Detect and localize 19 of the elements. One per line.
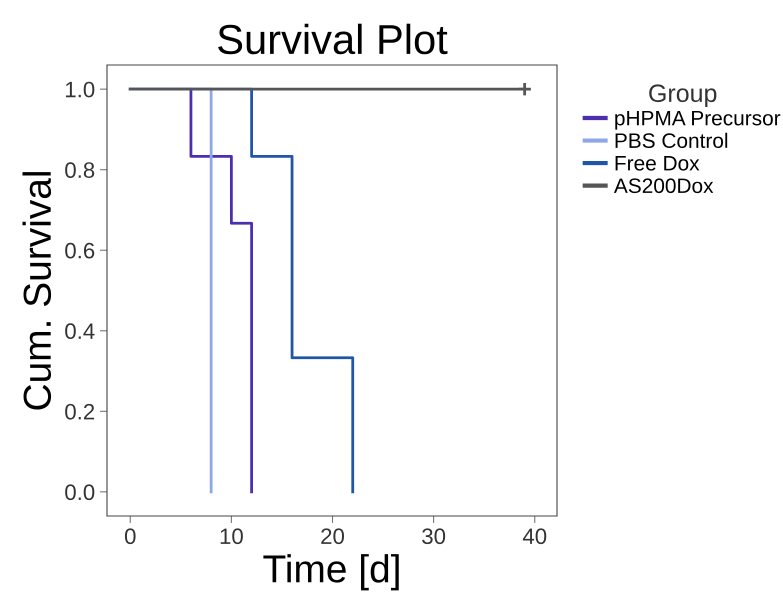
y-tick-label: 1.0 xyxy=(66,82,94,98)
x-tick-label: 10 xyxy=(220,528,243,544)
y-tick-label: 0.0 xyxy=(65,484,94,500)
x-tick-label: 20 xyxy=(321,528,344,544)
y-axis-title: Cum. Survival xyxy=(22,172,52,410)
chart-title: Survival Plot xyxy=(218,24,448,54)
x-tick-label: 40 xyxy=(522,528,546,544)
y-tick-label: 0.4 xyxy=(65,323,95,340)
x-tick-label: 30 xyxy=(422,528,446,544)
legend-label: AS200Dox xyxy=(614,178,714,194)
legend-label: pHPMA Precursor xyxy=(615,110,780,130)
legend-label: Free Dox xyxy=(616,156,700,171)
legend-title: Group xyxy=(649,84,716,108)
legend-label: PBS Control xyxy=(616,132,728,148)
y-tick-label: 0.8 xyxy=(65,162,94,178)
x-axis-title: Time [d] xyxy=(263,554,399,590)
x-tick-label: 0 xyxy=(124,528,136,544)
y-tick-label: 0.2 xyxy=(65,404,94,420)
y-tick-label: 0.6 xyxy=(65,242,94,259)
